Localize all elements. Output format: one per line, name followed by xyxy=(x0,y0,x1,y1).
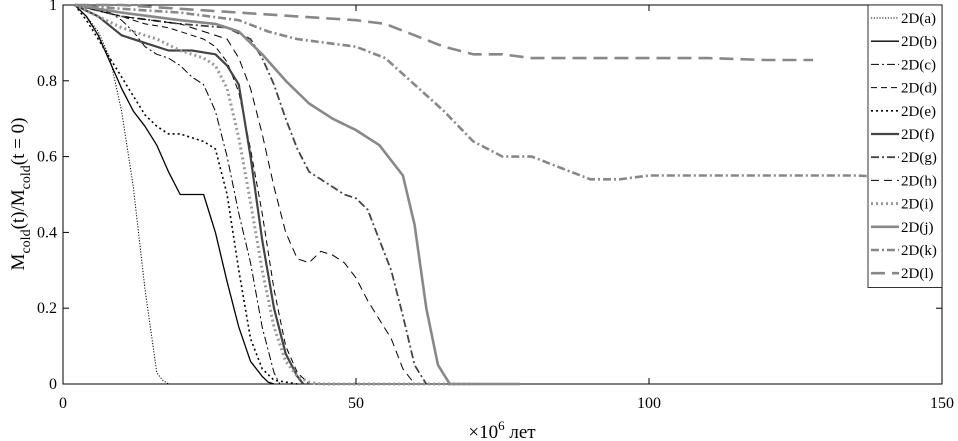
x-tick-label: 50 xyxy=(348,395,364,412)
series-line xyxy=(74,4,305,385)
legend-label: 2D(a) xyxy=(901,11,936,27)
legend-label: 2D(e) xyxy=(901,104,936,120)
legend-label: 2D(i) xyxy=(901,197,934,213)
legend-label: 2D(c) xyxy=(901,57,936,73)
legend: 2D(a) 2D(b) 2D(c) 2D(d) 2D(e) 2D(f) 2D(g) 2D(h)… xyxy=(867,4,943,288)
y-tick-label: 0.2 xyxy=(37,300,57,317)
ticks-layer: 0 50 100 150 0 0.2 0.4 0.6 0.8 1 xyxy=(37,0,954,412)
y-tick-label: 1 xyxy=(49,0,57,14)
series-line xyxy=(74,4,281,385)
x-tick-label: 0 xyxy=(59,395,67,412)
legend-label: 2D(k) xyxy=(901,243,937,259)
legend-label: 2D(l) xyxy=(901,266,934,282)
series-line xyxy=(74,3,943,181)
series-line xyxy=(74,3,814,62)
legend-label: 2D(d) xyxy=(901,81,937,97)
series-line xyxy=(74,3,474,386)
series-line xyxy=(74,4,310,385)
legend-label: 2D(h) xyxy=(901,173,937,189)
y-tick-label: 0.4 xyxy=(37,224,57,241)
legend-label: 2D(b) xyxy=(901,34,937,50)
series-line xyxy=(74,3,521,386)
y-tick-label: 0 xyxy=(49,376,57,393)
legend-label: 2D(g) xyxy=(901,150,937,166)
x-axis-label: ×106 лет xyxy=(468,418,536,441)
series-line xyxy=(74,4,275,385)
y-axis-label: Mcold(t)/Mcold(t = 0) xyxy=(8,118,34,271)
y-tick-label: 0.6 xyxy=(37,149,57,166)
series-line xyxy=(74,4,321,385)
series-line xyxy=(74,4,428,385)
series-line xyxy=(74,4,415,385)
legend-label: 2D(f) xyxy=(901,127,934,143)
series-line xyxy=(74,4,298,385)
x-tick-label: 150 xyxy=(930,395,954,412)
legend-label: 2D(j) xyxy=(901,220,934,236)
x-tick-label: 100 xyxy=(637,395,661,412)
series-layer xyxy=(74,3,943,386)
y-tick-label: 0.8 xyxy=(37,73,57,90)
legend-box xyxy=(867,4,943,288)
